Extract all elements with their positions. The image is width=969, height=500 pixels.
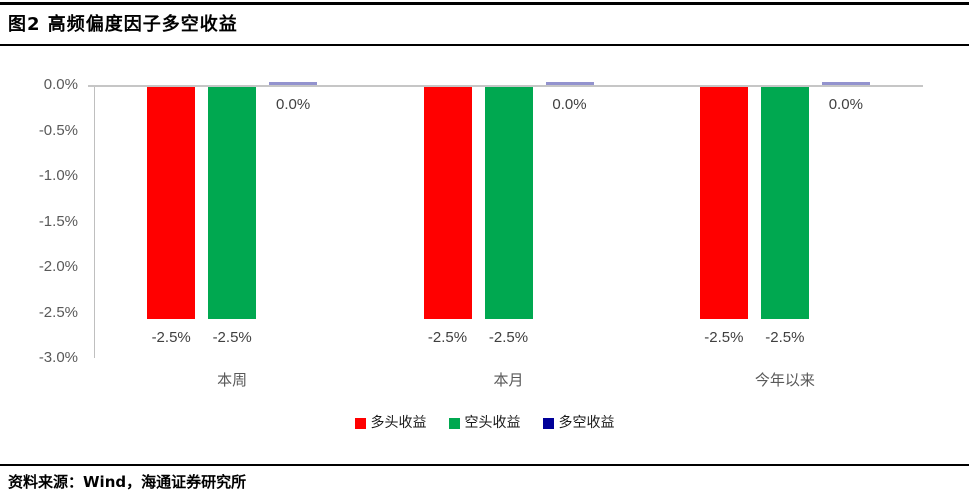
category-label: 本月	[493, 371, 524, 389]
bar-value-label: -2.5%	[765, 329, 805, 347]
y-axis-tick-label: -3.0%	[38, 349, 78, 366]
bar-value-label: -2.5%	[704, 329, 744, 347]
chart-legend: 多头收益 空头收益 多空收益	[0, 415, 969, 431]
bar-value-label: -2.5%	[212, 329, 252, 347]
legend-item: 空头收益	[448, 415, 521, 431]
y-axis-tick-label: -2.5%	[38, 303, 78, 321]
top-divider	[0, 2, 969, 5]
bar-long-return	[423, 87, 472, 320]
bar-value-label: 0.0%	[552, 96, 587, 113]
y-axis-line	[94, 85, 95, 358]
legend-label: 多空收益	[558, 415, 615, 431]
bar-longshort-return	[545, 82, 594, 85]
bar-value-label: 0.0%	[276, 96, 311, 113]
bar-long-return	[147, 87, 196, 320]
bar-longshort-return	[821, 82, 870, 85]
bar-chart: 0.0% -0.5% -1.0% -1.5% -2.0% -2.5% -3.0% -2.5% -…	[0, 60, 969, 450]
category-label: 本周	[217, 371, 248, 389]
bar-value-label: -2.5%	[488, 329, 529, 347]
legend-swatch-icon	[354, 417, 366, 429]
legend-item: 多头收益	[354, 415, 427, 431]
legend-label: 多头收益	[370, 415, 427, 431]
category-label: 今年以来	[754, 371, 815, 389]
y-axis-tick-label: -1.0%	[38, 167, 78, 184]
bar-short-return	[760, 87, 809, 320]
bar-longshort-return	[269, 82, 318, 85]
y-axis-tick-label: -0.5%	[38, 121, 78, 139]
bar-value-label: -2.5%	[151, 329, 191, 347]
bar-value-label: -2.5%	[427, 329, 468, 347]
title-divider	[0, 44, 969, 46]
y-axis-tick-label: 0.0%	[43, 76, 78, 93]
source-divider	[0, 464, 969, 466]
bar-value-label: 0.0%	[828, 96, 863, 113]
bar-short-return	[484, 87, 533, 320]
y-axis-tick-label: -1.5%	[38, 212, 78, 230]
legend-swatch-icon	[542, 417, 554, 429]
bar-long-return	[699, 87, 748, 320]
y-axis-tick-label: -2.0%	[38, 258, 78, 275]
legend-swatch-icon	[448, 417, 460, 429]
legend-label: 空头收益	[464, 415, 521, 431]
figure-title: 图2 高频偏度因子多空收益	[8, 14, 238, 35]
legend-item: 多空收益	[542, 415, 615, 431]
x-axis-zero-line	[88, 85, 923, 87]
source-note: 资料来源：Wind，海通证券研究所	[8, 473, 247, 491]
bar-short-return	[208, 87, 257, 320]
